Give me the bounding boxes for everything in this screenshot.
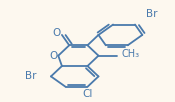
Text: O: O xyxy=(50,51,58,61)
Text: O: O xyxy=(52,28,61,38)
Text: Br: Br xyxy=(146,9,158,19)
Text: Cl: Cl xyxy=(82,89,93,99)
Text: Br: Br xyxy=(25,71,37,81)
Text: CH₃: CH₃ xyxy=(121,49,139,59)
